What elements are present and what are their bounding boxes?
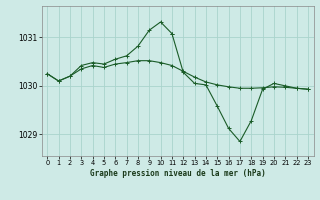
X-axis label: Graphe pression niveau de la mer (hPa): Graphe pression niveau de la mer (hPa) (90, 169, 266, 178)
